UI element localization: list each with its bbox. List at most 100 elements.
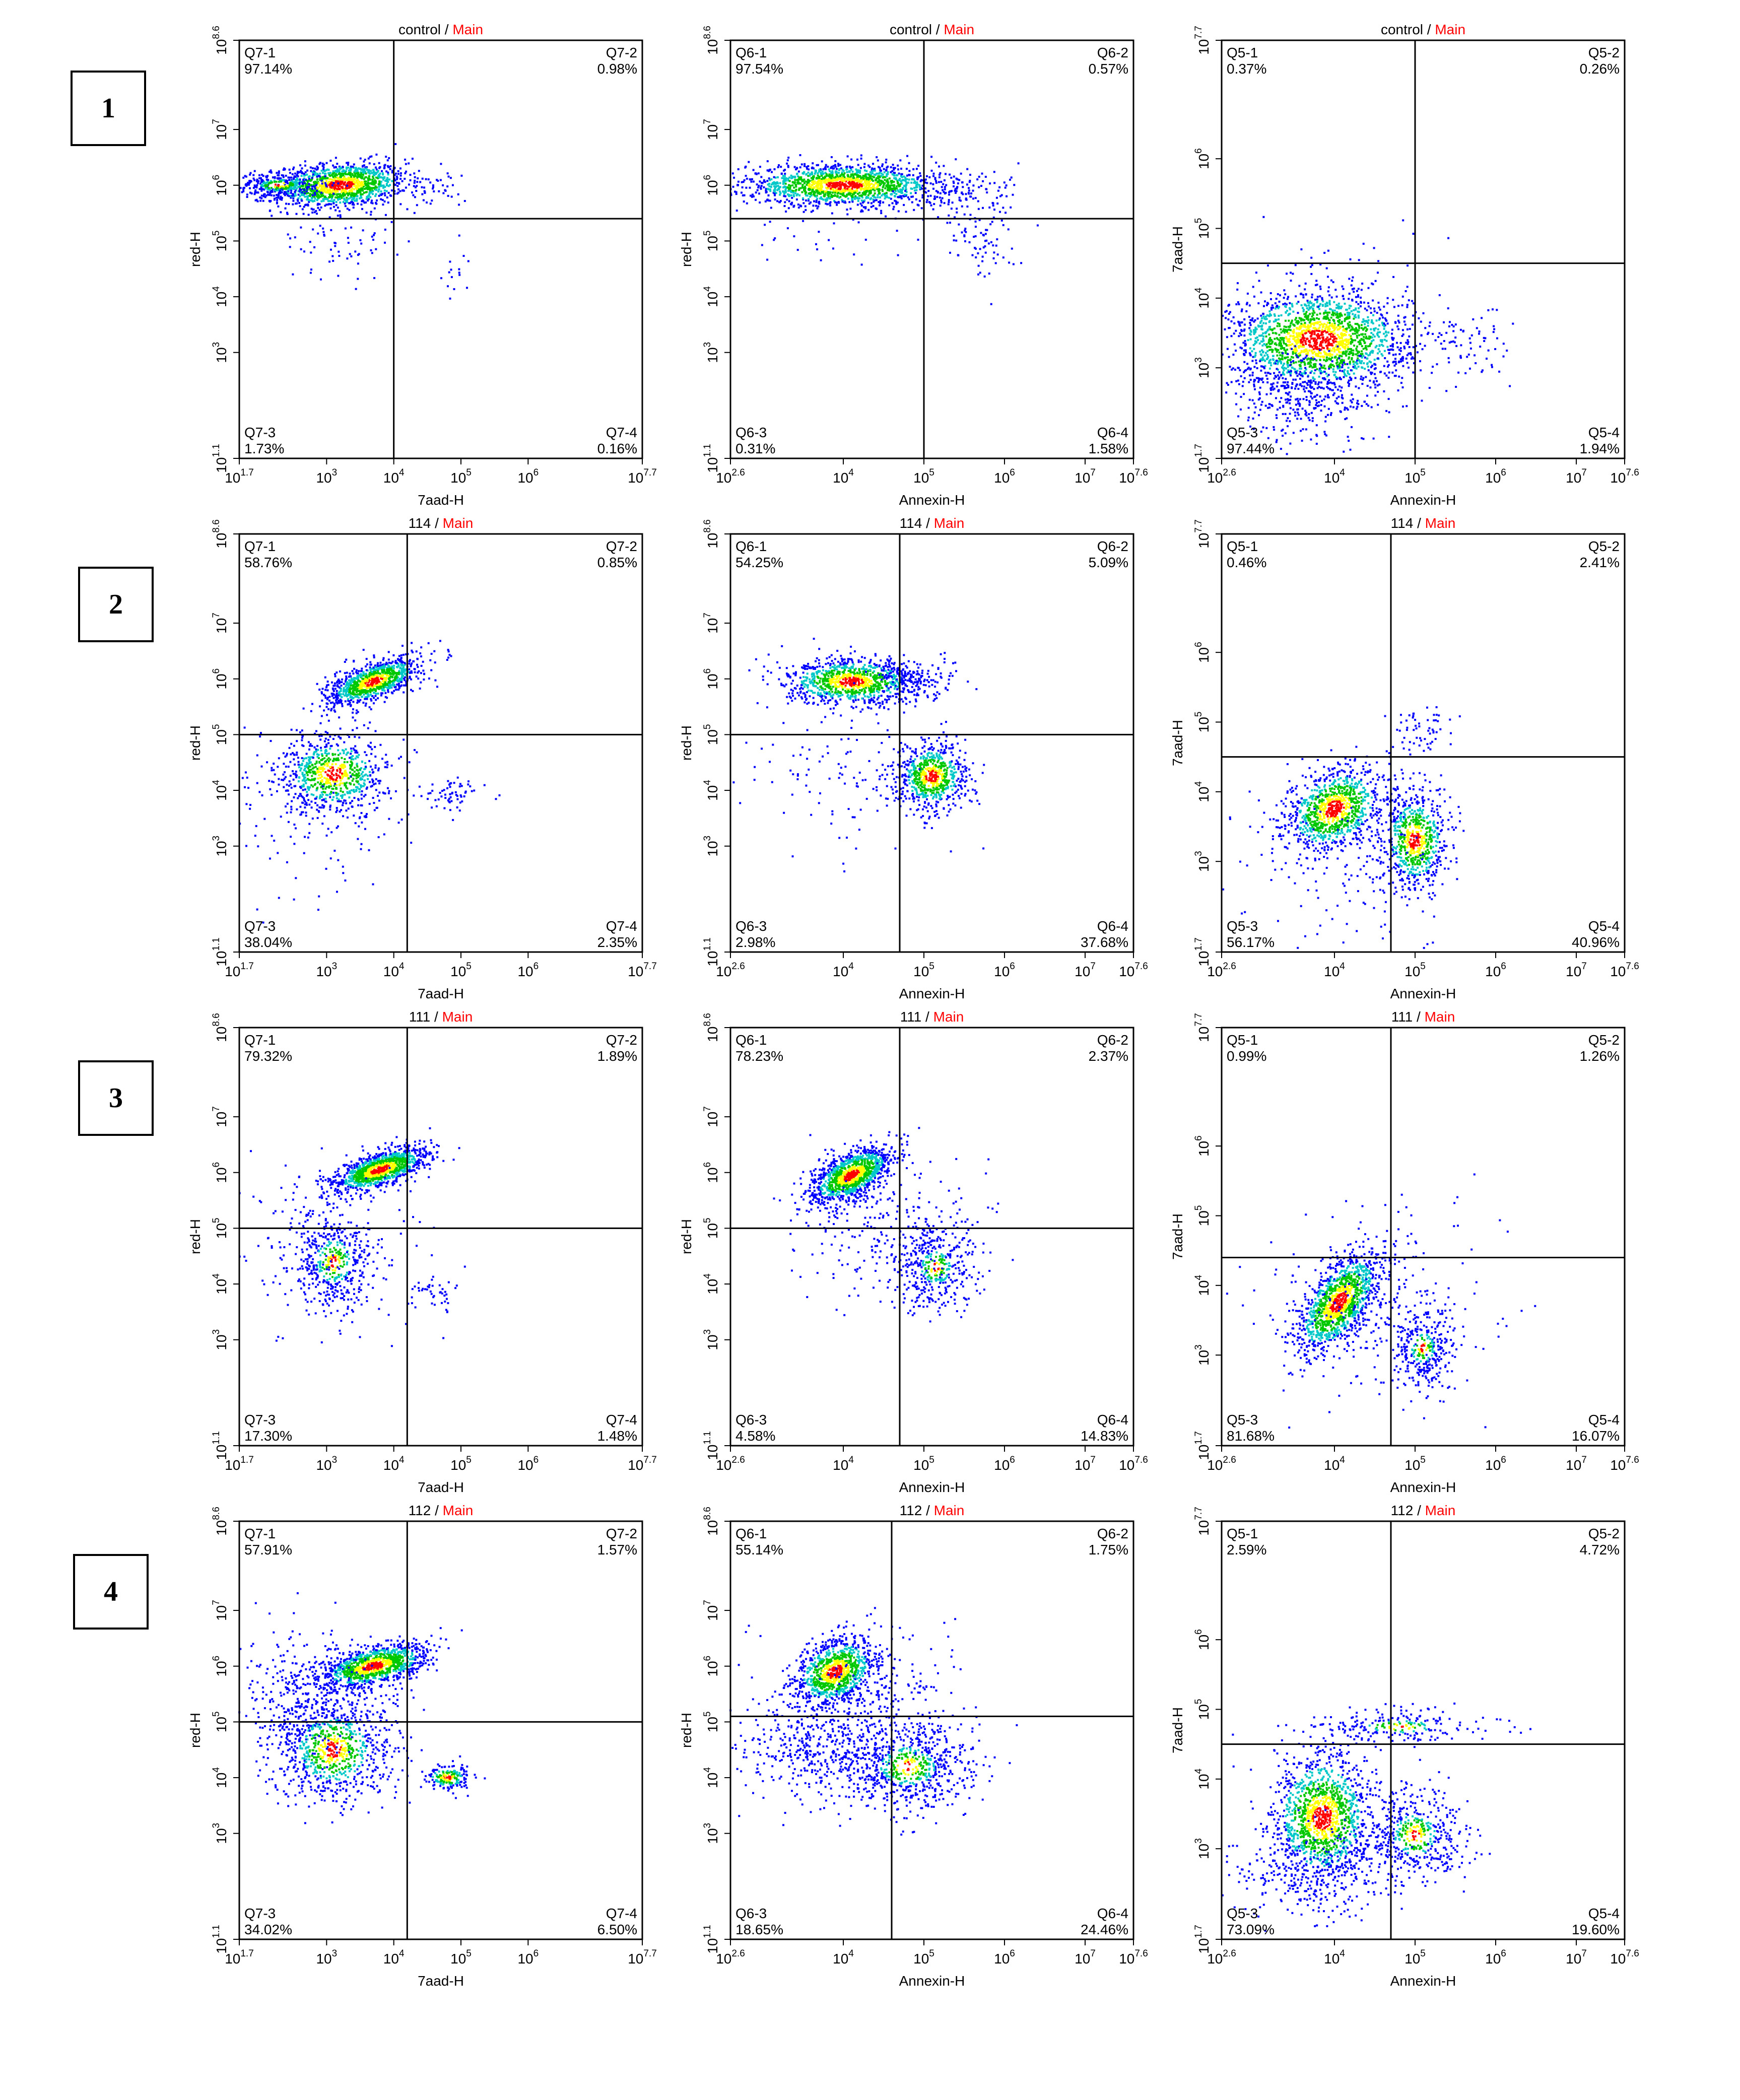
event-dot <box>880 175 883 177</box>
event-dot <box>321 187 323 189</box>
event-dot <box>1278 360 1280 362</box>
event-dot <box>776 189 779 191</box>
event-dot <box>814 172 816 175</box>
event-dot <box>1249 329 1252 332</box>
event-dot <box>294 192 297 194</box>
event-dot <box>830 182 832 184</box>
event-dot <box>303 173 305 175</box>
event-dot <box>292 194 295 197</box>
event-dot <box>330 248 332 251</box>
event-dot <box>975 256 977 258</box>
event-dot <box>1264 331 1266 334</box>
event-dot <box>242 190 245 192</box>
event-dot <box>295 213 298 215</box>
event-dot <box>1324 305 1327 308</box>
event-dot <box>1236 282 1239 285</box>
event-dot <box>1238 323 1241 325</box>
event-dot <box>386 177 388 179</box>
event-dot <box>812 180 814 183</box>
event-dot <box>1357 352 1359 355</box>
event-dot <box>1319 286 1321 288</box>
event-dot <box>834 201 836 204</box>
event-dot <box>297 199 299 202</box>
event-dot <box>1373 310 1376 312</box>
event-dot <box>1262 335 1265 337</box>
event-dot <box>1367 369 1370 372</box>
event-dot <box>887 181 890 184</box>
event-dot <box>818 202 821 205</box>
event-dot <box>337 215 339 217</box>
event-dot <box>1319 395 1321 398</box>
event-dot <box>326 189 328 192</box>
event-dot <box>1319 321 1321 323</box>
y-tick-label: 101.1 <box>702 444 720 473</box>
event-dot <box>984 176 987 178</box>
event-dot <box>1387 331 1390 334</box>
row-label-2: 2 <box>78 567 154 642</box>
event-dot <box>306 195 308 197</box>
event-dot <box>1326 331 1328 333</box>
event-dot <box>912 174 914 176</box>
event-dot <box>855 172 858 174</box>
event-dot <box>311 171 314 173</box>
event-dot <box>1391 348 1393 351</box>
x-tick-label: 101.7 <box>225 467 254 486</box>
event-dot <box>919 180 922 182</box>
event-dot <box>965 193 967 195</box>
event-dot <box>399 172 402 174</box>
event-dot <box>1305 328 1308 331</box>
event-dot <box>887 165 889 168</box>
event-dot <box>373 163 375 165</box>
event-dot <box>242 176 245 179</box>
event-dot <box>1326 381 1329 383</box>
event-dot <box>896 187 898 190</box>
event-dot <box>810 193 812 195</box>
event-dot <box>857 184 859 187</box>
event-dot <box>329 200 331 202</box>
event-dot <box>333 188 336 190</box>
event-dot <box>1360 343 1362 345</box>
event-dot <box>964 240 966 242</box>
event-dot <box>782 175 784 177</box>
event-dot <box>862 193 865 196</box>
event-dot <box>814 191 817 194</box>
event-dot <box>1328 301 1331 304</box>
event-dot <box>850 178 852 180</box>
event-dot <box>318 194 320 197</box>
event-dot <box>323 163 325 166</box>
event-dot <box>373 181 375 184</box>
event-dot <box>253 170 256 172</box>
event-dot <box>1344 374 1347 376</box>
event-dot <box>863 189 865 191</box>
event-dot <box>302 183 304 185</box>
event-dot <box>1283 342 1285 345</box>
event-dot <box>295 184 298 186</box>
event-dot <box>783 185 786 188</box>
event-dot <box>1255 359 1257 362</box>
event-dot <box>988 206 991 209</box>
event-dot <box>1222 314 1224 317</box>
event-dot <box>856 176 858 179</box>
event-dot <box>955 190 958 192</box>
event-dot <box>342 178 345 180</box>
event-dot <box>315 191 317 193</box>
event-dot <box>798 187 800 190</box>
event-dot <box>296 174 298 176</box>
event-dot <box>943 191 945 193</box>
event-dot <box>1358 316 1360 319</box>
event-dot <box>294 186 296 188</box>
event-dot <box>314 167 316 170</box>
event-dot <box>250 192 253 194</box>
event-dot <box>287 194 289 196</box>
event-dot <box>358 173 361 176</box>
event-dot <box>1332 394 1334 396</box>
event-dot <box>306 183 308 185</box>
event-dot <box>905 193 908 196</box>
event-dot <box>890 182 893 184</box>
event-dot <box>812 167 815 170</box>
event-dot <box>1371 319 1373 321</box>
event-dot <box>355 187 357 189</box>
event-dot <box>1302 323 1304 326</box>
event-dot <box>423 190 426 192</box>
event-dot <box>836 183 838 185</box>
